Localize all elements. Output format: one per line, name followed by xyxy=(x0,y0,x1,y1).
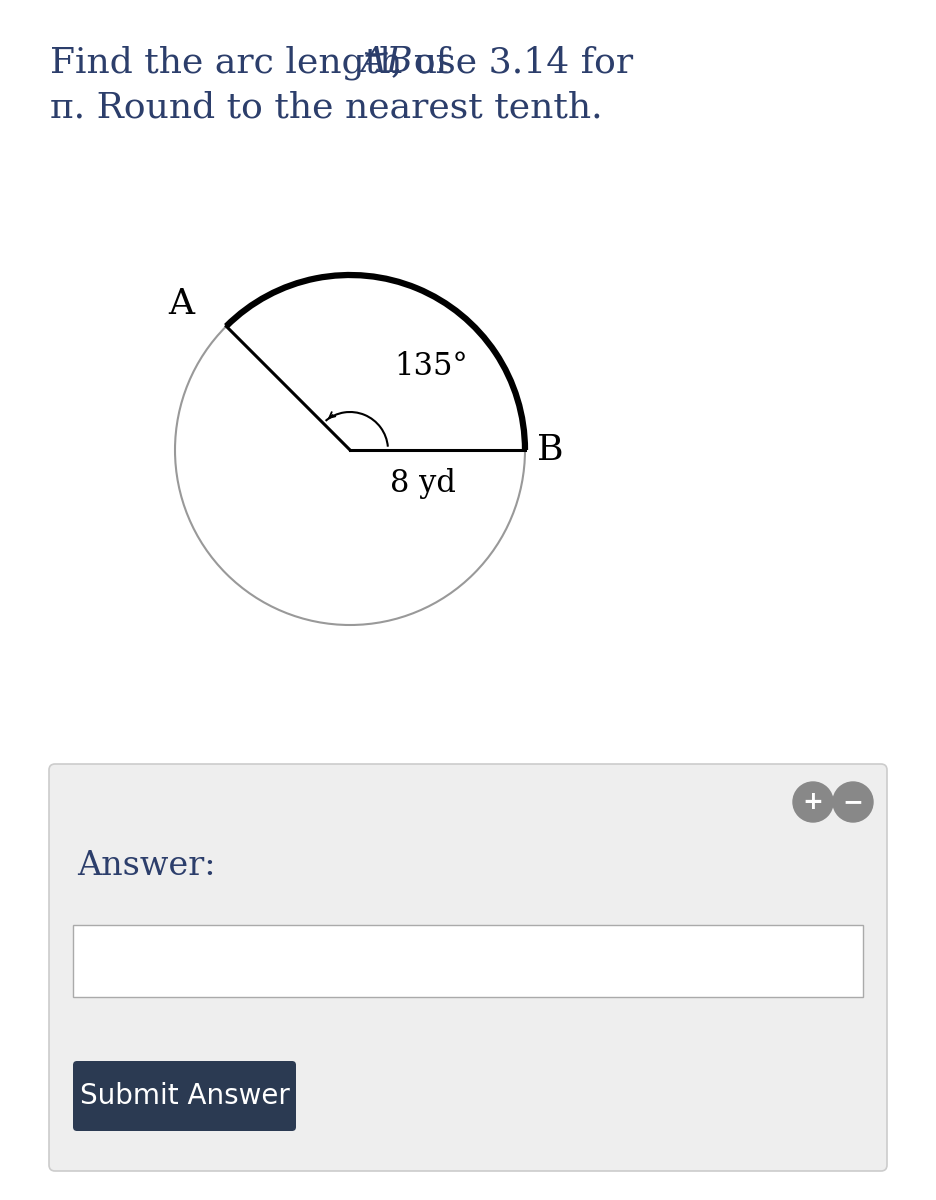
Text: AB: AB xyxy=(360,44,413,79)
Circle shape xyxy=(833,782,873,822)
Text: , use 3.14 for: , use 3.14 for xyxy=(391,44,634,79)
Text: Submit Answer: Submit Answer xyxy=(80,1082,289,1110)
Text: +: + xyxy=(802,790,824,814)
Text: B: B xyxy=(537,433,563,467)
Text: 8 yd: 8 yd xyxy=(389,468,456,499)
FancyBboxPatch shape xyxy=(49,764,887,1171)
Text: π. Round to the nearest tenth.: π. Round to the nearest tenth. xyxy=(50,90,603,124)
Text: −: − xyxy=(842,790,864,814)
FancyBboxPatch shape xyxy=(73,1061,296,1130)
Circle shape xyxy=(793,782,833,822)
Text: Find the arc length of: Find the arc length of xyxy=(50,44,461,79)
FancyBboxPatch shape xyxy=(73,925,863,997)
Text: Answer:: Answer: xyxy=(77,850,215,882)
Text: A: A xyxy=(168,287,195,322)
Text: 135°: 135° xyxy=(394,352,468,383)
